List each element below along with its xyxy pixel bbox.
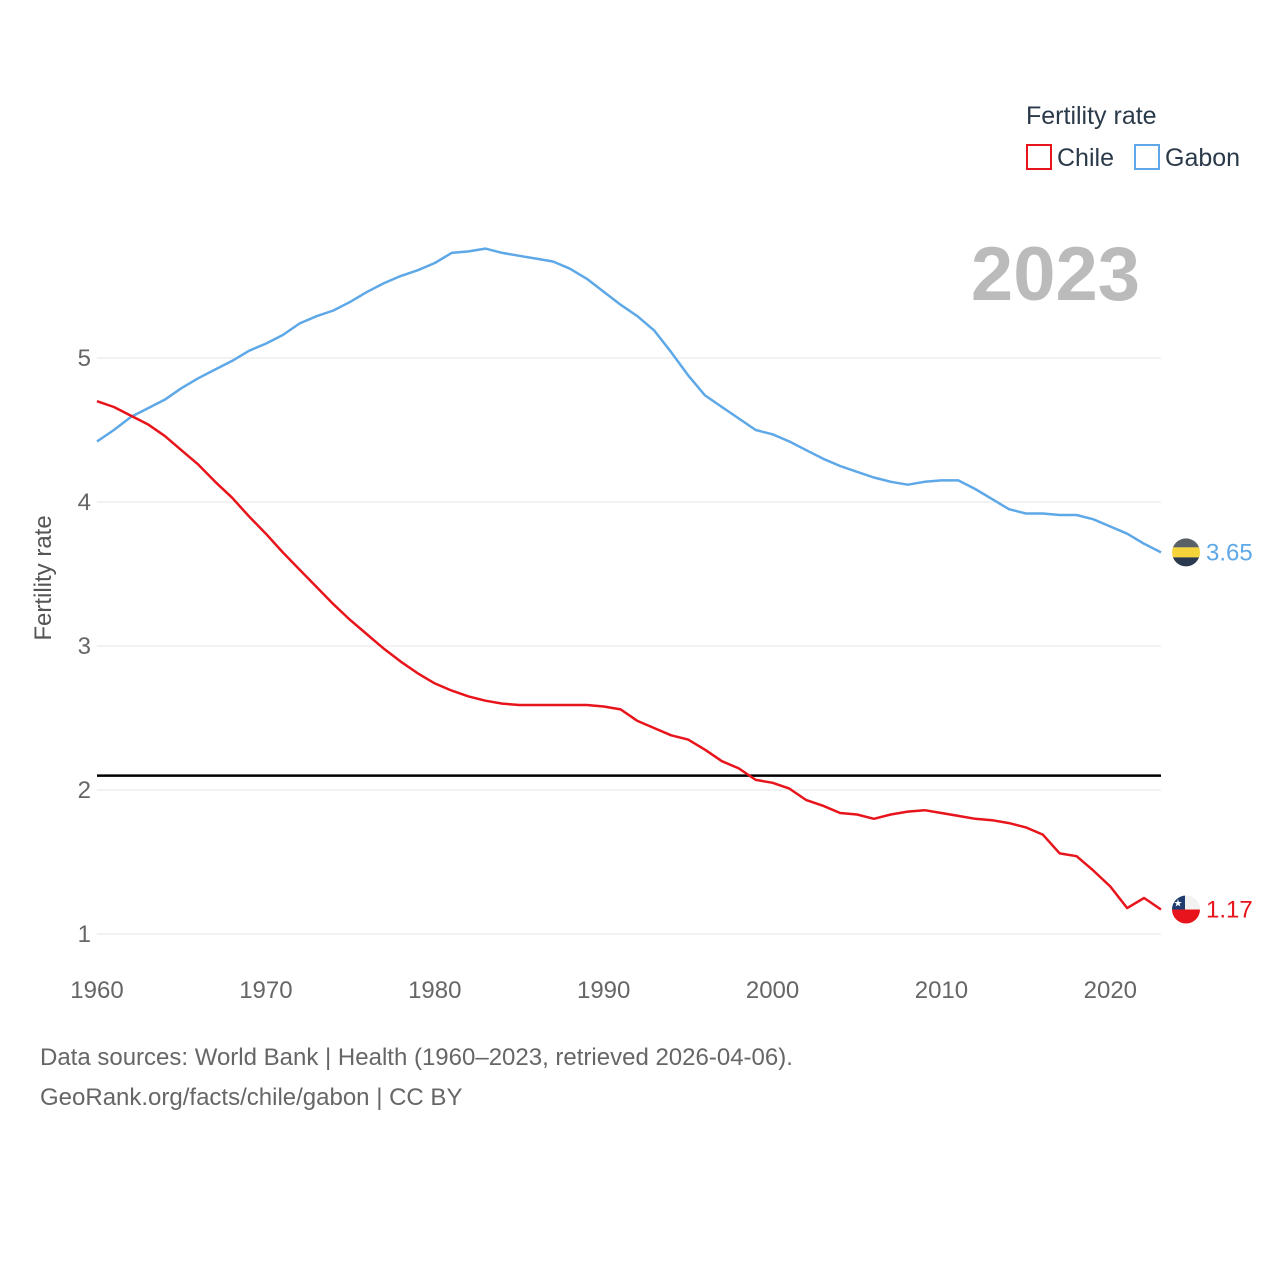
fertility-chart: 1 2 3 4 5 1960 1970 1980 1990 2000 2010 2020 Ferti… bbox=[30, 102, 1253, 1004]
series-line-gabon bbox=[96, 247, 1162, 554]
legend-label-gabon[interactable]: Gabon bbox=[1165, 144, 1240, 172]
x-axis-ticks: 1960 1970 1980 1990 2000 2010 2020 bbox=[70, 977, 1137, 1004]
legend-swatch-chile[interactable] bbox=[1026, 144, 1052, 170]
y-tick-label: 4 bbox=[78, 489, 91, 516]
x-tick-label: 1970 bbox=[239, 977, 292, 1004]
grid-lines bbox=[97, 357, 1161, 935]
y-axis-title: Fertility rate bbox=[30, 515, 57, 640]
legend-label-chile[interactable]: Chile bbox=[1057, 144, 1114, 172]
gabon-end-value: 3.65 bbox=[1206, 539, 1253, 566]
legend-swatch-gabon[interactable] bbox=[1134, 144, 1160, 170]
gabon-flag-icon bbox=[1172, 538, 1200, 567]
footer-sources: Data sources: World Bank | Health (1960–… bbox=[40, 1044, 793, 1071]
x-tick-label: 1980 bbox=[408, 977, 461, 1004]
y-tick-label: 5 bbox=[78, 345, 91, 372]
y-tick-label: 3 bbox=[78, 633, 91, 660]
chile-end-value: 1.17 bbox=[1206, 897, 1253, 924]
y-axis-ticks: 1 2 3 4 5 bbox=[78, 345, 91, 948]
chile-flag-icon: ★ bbox=[1172, 895, 1200, 924]
x-tick-label: 2010 bbox=[915, 977, 968, 1004]
y-tick-label: 2 bbox=[78, 777, 91, 804]
svg-text:★: ★ bbox=[1174, 899, 1183, 910]
footer-credit: GeoRank.org/facts/chile/gabon | CC BY bbox=[40, 1084, 463, 1111]
year-label: 2023 bbox=[971, 232, 1140, 317]
x-tick-label: 1990 bbox=[577, 977, 630, 1004]
x-tick-label: 1960 bbox=[70, 977, 123, 1004]
y-tick-label: 1 bbox=[78, 921, 91, 948]
legend: Fertility rate Chile Gabon bbox=[1026, 102, 1240, 172]
legend-title: Fertility rate bbox=[1026, 102, 1157, 130]
x-tick-label: 2020 bbox=[1084, 977, 1137, 1004]
series-line-chile bbox=[96, 400, 1162, 911]
x-tick-label: 2000 bbox=[746, 977, 799, 1004]
